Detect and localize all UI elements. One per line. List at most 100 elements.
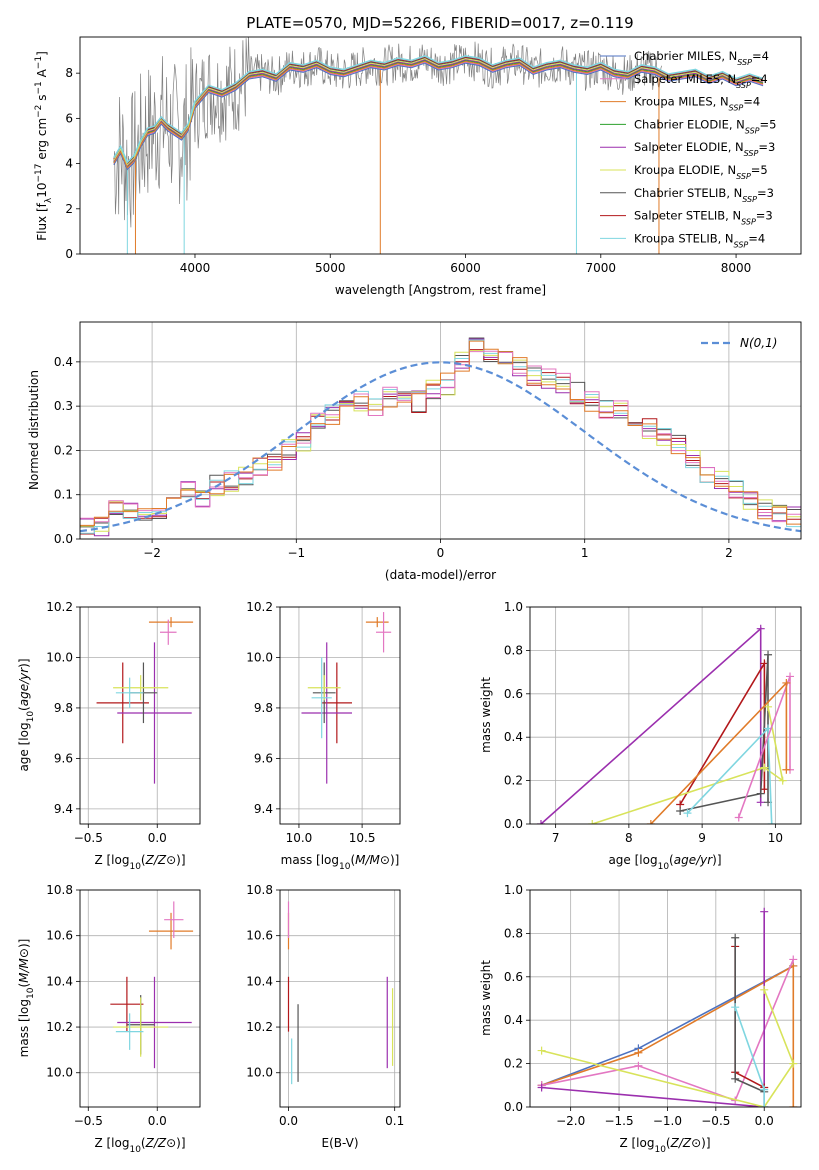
mass-weight-marker <box>764 702 773 711</box>
model-spectrum-line <box>113 55 764 164</box>
mass-vs-z-ylabel: mass [log10(M/M⊙)] <box>17 939 36 1058</box>
mass-weight-marker <box>731 1003 740 1012</box>
mass-vs-z-xlabel: Z [log10(Z/Z⊙)] <box>94 1136 185 1155</box>
mass-weight-vs-age-xlabel-part: )] <box>712 853 721 867</box>
spectrum-ylabel-part: Flux [f <box>35 202 49 240</box>
spectrum-ytick-label: 2 <box>65 202 73 216</box>
mass-weight-marker <box>760 1103 769 1107</box>
spectrum-ylabel-part: −1 <box>34 56 44 69</box>
age_vs_Z-ytick-label: 9.8 <box>54 701 73 715</box>
mass_weight_vs_Z-xtick-label: −0.5 <box>701 1114 730 1128</box>
model-spectrum-line <box>113 58 764 166</box>
mass_weight_vs_Z-ytick-label: 0.8 <box>504 926 523 940</box>
legend-label: Chabrier STELIB, NSSP=3 <box>634 186 774 204</box>
mass-weight-vs-age-xlabel: age [log10(age/yr)] <box>608 853 721 872</box>
legend-label-sub: SSP <box>744 149 759 158</box>
mass-weight-vs-z-xlabel-part: Z/Z⊙ <box>670 1136 702 1150</box>
residuals-ytick-label: 0.4 <box>54 355 73 369</box>
mass-weight-series-line <box>541 911 766 1107</box>
model-spectrum-line <box>113 57 764 165</box>
legend-label-sub: SSP <box>734 240 749 249</box>
spectrum-ylabel: Flux [fλ10−17 erg cm−2 s−1 A−1] <box>34 51 54 241</box>
mass-weight-marker <box>786 672 795 681</box>
mass_weight_vs_age-ytick-label: 0.2 <box>504 774 523 788</box>
mass-weight-marker <box>537 1046 546 1055</box>
mass-vs-z-xlabel-part: ( <box>141 1136 146 1150</box>
mass_weight_vs_age-ytick-label: 0.6 <box>504 687 523 701</box>
age_vs_Z-xtick-label: −0.5 <box>74 831 103 845</box>
legend-label-n: =4 <box>751 72 768 86</box>
age_vs_Z-ytick-label: 10.2 <box>46 600 73 614</box>
mass-vs-z-xlabel-part: Z/Z⊙ <box>145 1136 177 1150</box>
mass-weight-marker <box>767 820 776 824</box>
mass_weight_vs_age-frame <box>529 606 802 825</box>
mass-weight-vs-age-xlabel-part: age [log <box>608 853 657 867</box>
mass-weight-vs-age-ylabel: mass weight <box>479 677 493 753</box>
age-vs-z-xlabel-part: Z [log <box>94 853 129 867</box>
legend-label: Salpeter MILES, NSSP=4 <box>634 72 768 90</box>
mass_weight_vs_Z-xtick-label: −1.0 <box>653 1114 682 1128</box>
mass-weight-marker <box>760 763 769 772</box>
age-vs-mass-xlabel-part: )] <box>390 853 399 867</box>
mass_weight_vs_Z-ytick-label: 0.0 <box>504 1100 523 1114</box>
residuals-xtick-label: 1 <box>581 546 589 560</box>
legend-label-n: =4 <box>748 231 765 245</box>
age-vs-z-xlabel-part: Z/Z⊙ <box>145 853 177 867</box>
age_vs_mass-xtick-label: 10.0 <box>286 831 313 845</box>
mass-vs-z-ylabel-part: mass [log <box>17 999 31 1057</box>
gaussian-reference-curve <box>79 361 802 533</box>
residuals-frame <box>79 321 802 540</box>
spectrum-ytick-label: 0 <box>65 247 73 261</box>
legend-label-sub: SSP <box>729 103 744 112</box>
age_vs_Z-frame <box>79 606 201 825</box>
residuals-xtick-label: −1 <box>287 546 305 560</box>
residuals-xtick-label: 2 <box>725 546 733 560</box>
mass-vs-z-xlabel-part: )] <box>176 1136 185 1150</box>
mass-weight-marker <box>764 650 773 659</box>
residuals-ylabel: Normed distribution <box>27 370 41 490</box>
age_vs_mass-ytick-label: 10.2 <box>246 600 273 614</box>
residuals-ytick-label: 0.1 <box>54 488 73 502</box>
age-vs-z-xlabel-part: )] <box>176 853 185 867</box>
mass_weight_vs_age-axes <box>526 606 801 828</box>
mass-weight-marker <box>676 806 685 815</box>
mass-weight-marker <box>537 1083 546 1092</box>
mass-vs-z-ylabel-part: )] <box>17 939 31 948</box>
legend-label-name: Salpeter ELODIE, N <box>634 140 744 154</box>
legend-label-n: =4 <box>743 95 760 109</box>
mass-weight-marker <box>756 624 765 633</box>
legend-label-name: Salpeter MILES, N <box>634 72 736 86</box>
legend-label: Salpeter ELODIE, NSSP=3 <box>634 140 775 158</box>
mass_vs_ebv-ytick-label: 10.8 <box>246 883 273 897</box>
spectrum-ylabel-part: A <box>35 68 49 81</box>
mass-weight-vs-age-xlabel-part: age/yr <box>674 853 713 867</box>
mass-weight-marker <box>760 907 769 916</box>
mass-weight-marker <box>782 678 791 687</box>
age-vs-z-ylabel-part: age/yr <box>17 667 31 706</box>
legend-label-sub: SSP <box>737 58 752 67</box>
spectrum-xtick-label: 4000 <box>180 261 211 275</box>
age_vs_mass-ytick-label: 9.8 <box>254 701 273 715</box>
legend-label: Kroupa ELODIE, NSSP=5 <box>634 163 768 181</box>
mass-weight-marker <box>588 820 597 824</box>
mass-weight-marker <box>731 933 740 942</box>
residual-histogram-step <box>80 339 801 534</box>
age-vs-z-xlabel-part: ( <box>141 853 146 867</box>
legend-label-n: =5 <box>760 117 777 131</box>
legend-label-n: =3 <box>758 140 775 154</box>
legend-label-name: Chabrier STELIB, N <box>634 186 742 200</box>
spectrum-ylabel-part: ] <box>35 51 49 56</box>
mass_vs_Z-axes <box>76 889 200 1111</box>
legend-label: N(0,1) <box>740 336 777 350</box>
mass-weight-series-line <box>541 964 795 1107</box>
spectrum-frame <box>79 36 802 255</box>
legend-label-sub: SSP <box>736 80 751 89</box>
spectrum-ylabel-part: −2 <box>34 105 44 118</box>
mass_vs_ebv-xtick-label: 0.0 <box>279 1114 298 1128</box>
mass_weight_vs_age-xtick-label: 9 <box>698 831 706 845</box>
age_vs_Z-ytick-label: 10.0 <box>46 650 73 664</box>
age-vs-mass-xlabel: mass [log10(M/M⊙)] <box>281 853 400 872</box>
legend-label-sub: SSP <box>745 126 760 135</box>
age_vs_Z-axes <box>76 606 200 828</box>
